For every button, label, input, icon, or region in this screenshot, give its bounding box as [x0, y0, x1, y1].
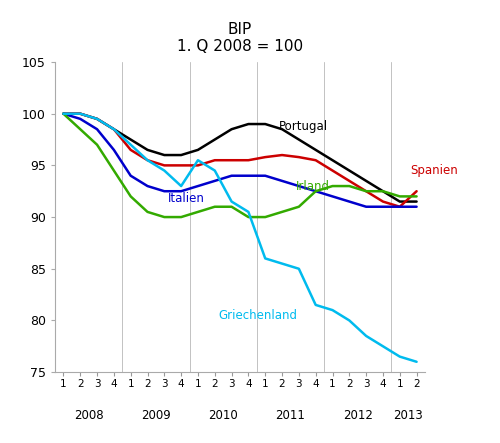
Text: Italien: Italien [168, 192, 204, 205]
Text: 2008: 2008 [74, 409, 104, 422]
Text: Irland: Irland [296, 179, 330, 193]
Text: 2011: 2011 [276, 409, 306, 422]
Text: Spanien: Spanien [410, 164, 458, 177]
Text: Griechenland: Griechenland [218, 309, 297, 322]
Text: Portugal: Portugal [278, 120, 328, 132]
Text: 2009: 2009 [141, 409, 171, 422]
Text: 2012: 2012 [343, 409, 372, 422]
Text: 2013: 2013 [394, 409, 423, 422]
Title: BIP
1. Q 2008 = 100: BIP 1. Q 2008 = 100 [177, 22, 303, 54]
Text: 2010: 2010 [208, 409, 238, 422]
